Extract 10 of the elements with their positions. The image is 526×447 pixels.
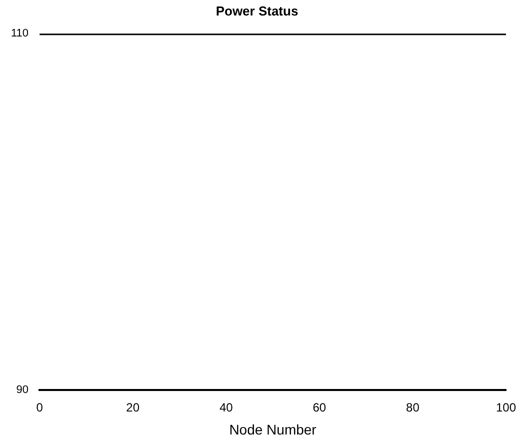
x-tick-label: 0	[36, 400, 44, 414]
chart-title: Power Status	[216, 3, 298, 18]
x-tick-label: 100	[496, 400, 516, 414]
x-tick-label: 40	[219, 400, 234, 414]
y-tick-label: 110	[10, 28, 29, 40]
x-tick-label: 80	[406, 400, 420, 414]
x-tick-label: 60	[312, 400, 326, 414]
x-axis-title: Node Number	[229, 421, 317, 438]
x-tick-label: 20	[126, 400, 140, 414]
y-tick-label: 90	[16, 384, 29, 396]
